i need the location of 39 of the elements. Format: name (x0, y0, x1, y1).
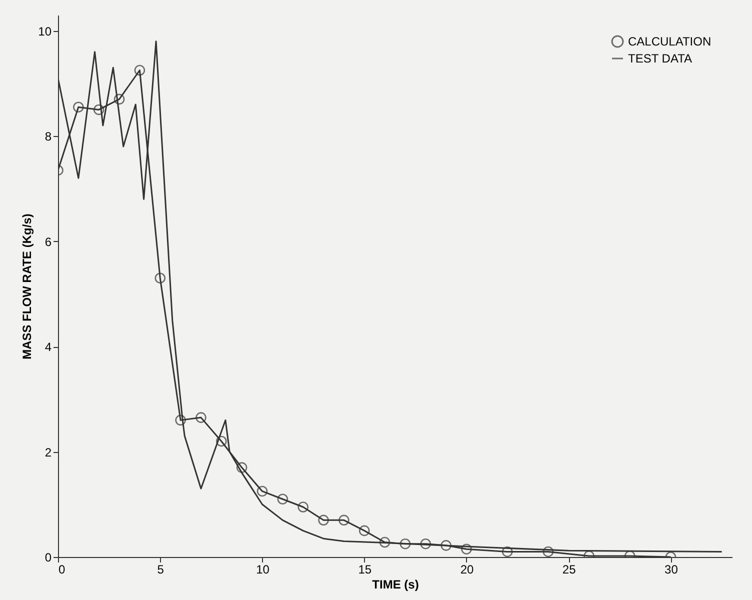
point (256, 486, 268, 497)
point (338, 514, 350, 526)
x-tick-label: 25 (562, 562, 576, 576)
point (196, 412, 206, 423)
point (298, 502, 308, 512)
y-tick-label: 10 (38, 24, 52, 38)
x-tick-label: 20 (460, 562, 474, 576)
point (461, 544, 472, 554)
point (236, 462, 248, 473)
point (93, 104, 104, 116)
point (134, 64, 146, 76)
x-tick-label: 10 (256, 562, 270, 576)
x-tick-label: 5 (157, 562, 164, 576)
y-tick-label: 8 (44, 130, 52, 144)
point (154, 272, 166, 284)
x-axis-title: TIME (s) (372, 578, 419, 592)
y-tick-label: 6 (44, 234, 52, 249)
point (73, 102, 84, 112)
point (318, 514, 329, 526)
point (277, 494, 288, 504)
point (542, 546, 554, 557)
y-tick-label: 4 (44, 340, 52, 354)
point (379, 536, 390, 548)
y-axis-title: MASS FLOW RATE (Kg/s) (20, 214, 34, 360)
x-tick-label: 0 (58, 562, 66, 576)
y-tick-label: 0 (44, 550, 52, 564)
point (114, 94, 125, 105)
point (440, 540, 452, 551)
x-tick-label: 30 (664, 562, 678, 576)
point (400, 538, 411, 550)
point (175, 414, 186, 426)
legend-label: CALCULATION (628, 34, 712, 48)
point (420, 538, 432, 550)
legend-label: TEST DATA (628, 52, 692, 66)
x-tick-label: 15 (358, 562, 372, 576)
point (358, 525, 370, 536)
point (216, 436, 227, 447)
y-tick-label: 2 (44, 445, 52, 460)
point (502, 546, 513, 557)
